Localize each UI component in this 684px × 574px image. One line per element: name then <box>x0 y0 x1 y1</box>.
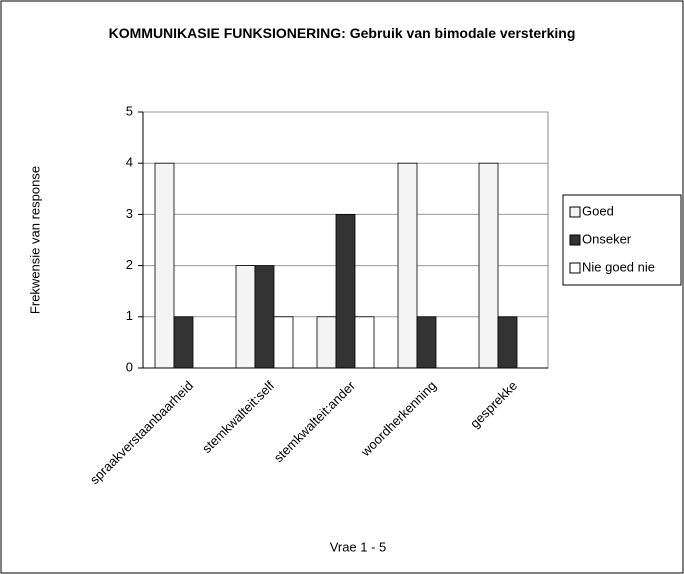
legend-label: Onseker <box>582 231 632 246</box>
legend-swatch <box>569 234 581 246</box>
legend-swatch <box>569 206 581 218</box>
bar <box>335 213 356 369</box>
bar <box>416 316 437 369</box>
y-tick-label: 3 <box>126 206 133 221</box>
legend-box <box>562 194 682 286</box>
y-tick-label: 5 <box>126 103 133 118</box>
bar <box>254 265 275 369</box>
chart-title: KOMMUNIKASIE FUNKSIONERING: Gebruik van … <box>108 25 576 41</box>
legend-label: Nie goed nie <box>582 259 655 274</box>
y-tick-label: 2 <box>126 257 133 272</box>
bar <box>316 316 337 369</box>
bar <box>273 316 294 369</box>
bar <box>235 265 256 369</box>
x-axis-label: Vrae 1 - 5 <box>330 539 387 554</box>
y-tick-label: 4 <box>126 155 133 170</box>
bar <box>354 316 375 369</box>
bar <box>497 316 518 369</box>
y-tick-label: 1 <box>126 308 133 323</box>
bar <box>154 162 175 369</box>
bar <box>478 162 499 369</box>
bar <box>397 162 418 369</box>
y-tick-label: 0 <box>126 359 133 374</box>
y-axis-label: Frekwensie van response <box>27 166 42 314</box>
legend-label: Goed <box>582 203 614 218</box>
legend-swatch <box>569 262 581 274</box>
bar <box>173 316 194 369</box>
